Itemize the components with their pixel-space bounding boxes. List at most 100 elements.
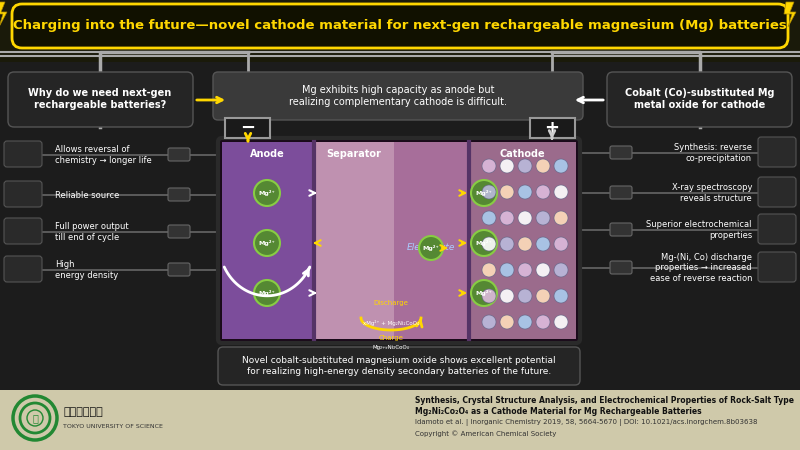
- FancyBboxPatch shape: [168, 225, 190, 238]
- FancyBboxPatch shape: [168, 188, 190, 201]
- Text: Synthesis, Crystal Structure Analysis, and Electrochemical Properties of Rock-Sa: Synthesis, Crystal Structure Analysis, a…: [415, 396, 794, 405]
- Text: Mg₂Ni₂Co₂O₄ as a Cathode Material for Mg Rechargeable Batteries: Mg₂Ni₂Co₂O₄ as a Cathode Material for Mg…: [415, 407, 702, 416]
- Text: Cobalt (Co)-substituted Mg
metal oxide for cathode: Cobalt (Co)-substituted Mg metal oxide f…: [626, 88, 774, 110]
- Circle shape: [471, 280, 497, 306]
- Text: Mg²⁺: Mg²⁺: [476, 240, 492, 246]
- Circle shape: [518, 159, 532, 173]
- Text: Electrolyte: Electrolyte: [407, 243, 455, 252]
- Text: Charge: Charge: [378, 335, 403, 341]
- Circle shape: [500, 185, 514, 199]
- Text: Mg²⁺: Mg²⁺: [476, 190, 492, 196]
- Bar: [222, 142, 312, 339]
- Circle shape: [419, 236, 443, 260]
- Circle shape: [554, 185, 568, 199]
- Text: Synthesis: reverse
co-precipitation: Synthesis: reverse co-precipitation: [674, 143, 752, 163]
- Circle shape: [554, 315, 568, 329]
- Text: Copyright © American Chemical Society: Copyright © American Chemical Society: [415, 430, 556, 436]
- Polygon shape: [784, 2, 796, 27]
- Text: Charging into the future—novel cathode material for next-gen rechargeable magnes: Charging into the future—novel cathode m…: [13, 19, 787, 32]
- Circle shape: [482, 315, 496, 329]
- FancyBboxPatch shape: [610, 261, 632, 274]
- Circle shape: [536, 263, 550, 277]
- Text: High
energy density: High energy density: [55, 260, 118, 280]
- FancyBboxPatch shape: [12, 4, 788, 48]
- FancyBboxPatch shape: [758, 137, 796, 167]
- Polygon shape: [0, 2, 7, 27]
- FancyBboxPatch shape: [4, 181, 42, 207]
- Circle shape: [554, 237, 568, 251]
- Text: 東: 東: [32, 413, 38, 423]
- Circle shape: [554, 263, 568, 277]
- FancyBboxPatch shape: [610, 223, 632, 236]
- Text: Reliable source: Reliable source: [55, 190, 119, 199]
- Circle shape: [482, 159, 496, 173]
- FancyBboxPatch shape: [4, 256, 42, 282]
- Circle shape: [500, 237, 514, 251]
- FancyBboxPatch shape: [758, 177, 796, 207]
- Circle shape: [518, 315, 532, 329]
- Bar: [0, 62, 800, 387]
- Text: Novel cobalt-substituted magnesium oxide shows excellent potential
for realizing: Novel cobalt-substituted magnesium oxide…: [242, 356, 556, 376]
- Circle shape: [518, 289, 532, 303]
- Text: Cathode: Cathode: [499, 149, 545, 159]
- Circle shape: [482, 237, 496, 251]
- FancyBboxPatch shape: [610, 146, 632, 159]
- Circle shape: [500, 263, 514, 277]
- Circle shape: [554, 289, 568, 303]
- Circle shape: [536, 315, 550, 329]
- Circle shape: [482, 263, 496, 277]
- Text: Mg²⁺: Mg²⁺: [258, 240, 275, 246]
- Text: Mg exhibits high capacity as anode but
realizing complementary cathode is diffic: Mg exhibits high capacity as anode but r…: [289, 85, 507, 107]
- Text: Allows reversal of
chemistry → longer life: Allows reversal of chemistry → longer li…: [55, 145, 152, 165]
- Circle shape: [536, 237, 550, 251]
- Circle shape: [518, 185, 532, 199]
- Bar: [530, 118, 575, 138]
- Text: Mg²⁺: Mg²⁺: [258, 190, 275, 196]
- Text: xMg²⁺ + Mg₂Ni₂CoO₄: xMg²⁺ + Mg₂Ni₂CoO₄: [363, 320, 419, 326]
- Circle shape: [500, 211, 514, 225]
- Circle shape: [254, 280, 280, 306]
- Circle shape: [482, 185, 496, 199]
- Text: Separator: Separator: [326, 149, 382, 159]
- Bar: [314, 142, 394, 339]
- Text: Discharge: Discharge: [374, 300, 409, 306]
- Circle shape: [536, 289, 550, 303]
- Circle shape: [518, 237, 532, 251]
- Text: Superior electrochemical
properties: Superior electrochemical properties: [646, 220, 752, 240]
- Circle shape: [500, 315, 514, 329]
- Text: X-ray spectroscopy
reveals structure: X-ray spectroscopy reveals structure: [671, 183, 752, 202]
- Text: TOKYO UNIVERSITY OF SCIENCE: TOKYO UNIVERSITY OF SCIENCE: [63, 423, 163, 428]
- FancyBboxPatch shape: [218, 347, 580, 385]
- Circle shape: [536, 159, 550, 173]
- Circle shape: [536, 185, 550, 199]
- Text: Idamoto et al. | Inorganic Chemistry 2019, 58, 5664-5670 | DOI: 10.1021/acs.inor: Idamoto et al. | Inorganic Chemistry 201…: [415, 419, 758, 426]
- Text: Full power output
till end of cycle: Full power output till end of cycle: [55, 222, 129, 242]
- FancyBboxPatch shape: [758, 214, 796, 244]
- FancyBboxPatch shape: [218, 138, 580, 343]
- Circle shape: [536, 211, 550, 225]
- Circle shape: [471, 180, 497, 206]
- Circle shape: [518, 263, 532, 277]
- Bar: [0, 0, 800, 62]
- Circle shape: [518, 211, 532, 225]
- Text: Mg²⁺: Mg²⁺: [422, 245, 439, 251]
- Circle shape: [254, 180, 280, 206]
- Text: 東京理科大学: 東京理科大学: [63, 407, 102, 417]
- FancyBboxPatch shape: [8, 72, 193, 127]
- Circle shape: [471, 230, 497, 256]
- Text: Why do we need next-gen
rechargeable batteries?: Why do we need next-gen rechargeable bat…: [28, 88, 172, 110]
- Text: Mg₂₊ₓNi₂CoO₄: Mg₂₊ₓNi₂CoO₄: [373, 346, 410, 351]
- FancyBboxPatch shape: [213, 72, 583, 120]
- Bar: [469, 142, 576, 339]
- FancyBboxPatch shape: [4, 218, 42, 244]
- Text: −: −: [241, 119, 255, 137]
- Bar: [225, 118, 270, 138]
- FancyBboxPatch shape: [610, 186, 632, 199]
- Circle shape: [254, 230, 280, 256]
- Circle shape: [554, 159, 568, 173]
- Text: Mg-(Ni, Co) discharge
properties → increased
ease of reverse reaction: Mg-(Ni, Co) discharge properties → incre…: [650, 253, 752, 283]
- FancyBboxPatch shape: [168, 148, 190, 161]
- Text: +: +: [545, 119, 559, 137]
- Circle shape: [500, 289, 514, 303]
- FancyBboxPatch shape: [4, 141, 42, 167]
